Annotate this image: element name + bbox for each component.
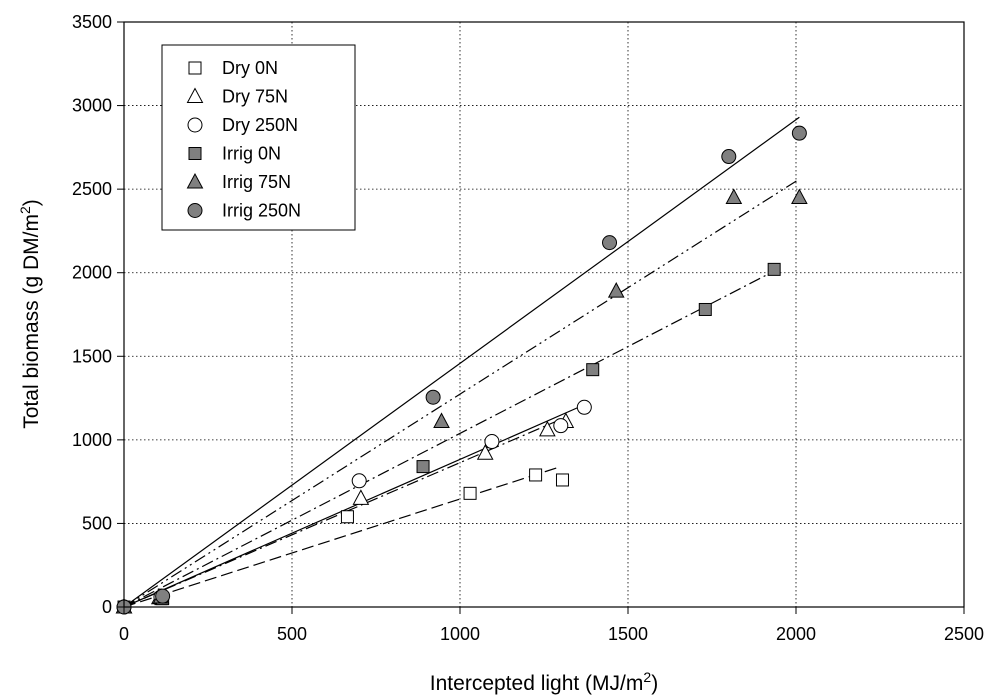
legend-label: Dry 75N — [222, 87, 288, 107]
data-point — [553, 418, 569, 434]
fit-line — [123, 270, 775, 608]
legend-label: Irrig 75N — [222, 172, 291, 192]
x-tick-label: 1500 — [608, 624, 648, 644]
y-tick-label: 0 — [102, 597, 112, 617]
data-point — [352, 489, 370, 505]
y-tick-label: 500 — [82, 513, 112, 533]
data-point — [576, 399, 592, 415]
y-axis-title: Total biomass (g DM/m2) — [17, 199, 43, 429]
legend-marker — [187, 117, 203, 133]
fit-line — [123, 116, 800, 608]
legend-marker — [187, 203, 203, 218]
x-tick-label: 2500 — [944, 624, 984, 644]
axes — [117, 21, 965, 614]
x-tick-label: 0 — [119, 624, 129, 644]
data-point — [791, 188, 808, 204]
x-tick-labels: 0 500 1000 1500 2000 2500 — [119, 624, 984, 644]
data-point — [555, 473, 569, 487]
legend-label: Irrig 250N — [222, 201, 301, 221]
y-tick-label: 1500 — [72, 346, 112, 366]
data-point — [476, 444, 494, 460]
legend-label: Dry 250N — [222, 115, 298, 135]
legend-marker — [186, 87, 204, 103]
legend-marker — [188, 147, 202, 160]
x-tick-label: 2000 — [776, 624, 816, 644]
fit-line — [123, 404, 585, 608]
data-point — [416, 460, 430, 474]
legend: Dry 0N Dry 75N Dry 250N Irrig 0N Irrig 75N Ir… — [161, 44, 356, 231]
data-point — [698, 302, 712, 316]
y-tick-label: 3000 — [72, 96, 112, 116]
data-point — [433, 412, 450, 428]
data-points — [115, 125, 808, 615]
y-tick-label: 2000 — [72, 263, 112, 283]
x-axis-title: Intercepted light (MJ/m2) — [430, 669, 658, 695]
legend-box — [161, 44, 356, 231]
data-point — [725, 188, 743, 204]
data-point — [529, 468, 543, 482]
x-tick-label: 500 — [277, 624, 307, 644]
legend-marker — [188, 61, 202, 75]
plot-frame — [123, 21, 965, 608]
data-point — [767, 262, 781, 276]
y-tick-label: 3500 — [72, 12, 112, 32]
x-tick-label: 1000 — [440, 624, 480, 644]
data-point — [484, 434, 500, 450]
y-tick-labels: 0 500 1000 1500 2000 2500 3000 3500 — [72, 12, 112, 617]
data-point — [155, 588, 171, 604]
data-point — [340, 510, 354, 524]
data-point — [586, 363, 600, 377]
fit-line — [123, 466, 561, 608]
y-tick-label: 1000 — [72, 430, 112, 450]
data-point — [539, 420, 556, 437]
legend-label: Dry 0N — [222, 58, 278, 78]
data-point — [463, 486, 477, 500]
legend-marker — [186, 172, 204, 189]
fit-line — [123, 178, 800, 608]
y-tick-label: 2500 — [72, 179, 112, 199]
data-point — [721, 149, 737, 165]
legend-label: Irrig 0N — [222, 144, 281, 164]
data-point — [607, 282, 625, 298]
data-point — [791, 125, 807, 141]
data-point — [425, 389, 441, 405]
data-point — [602, 235, 618, 251]
data-point — [351, 473, 367, 489]
